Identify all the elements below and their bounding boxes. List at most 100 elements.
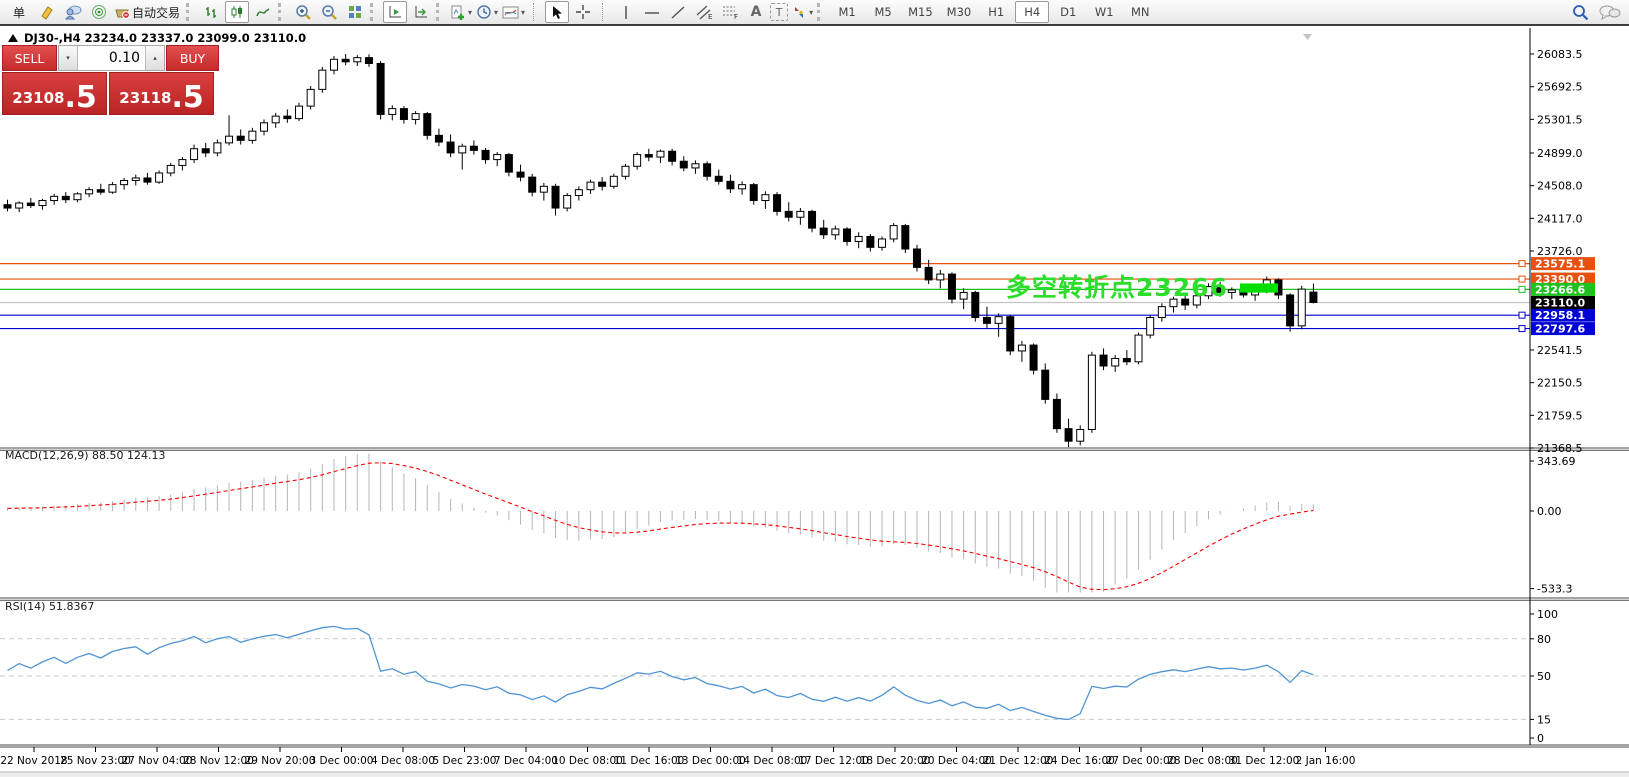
- timeframe-m1[interactable]: M1: [838, 5, 856, 19]
- chart-title-text: DJ30-,H4 23234.0 23337.0 23099.0 23110.0: [24, 31, 307, 45]
- indicators-icon: [451, 5, 465, 20]
- timeframe-bar: M1 M5 M15 M30 H1 H4 D1 W1 MN: [829, 1, 1158, 23]
- svg-text:21759.5: 21759.5: [1537, 409, 1583, 422]
- horizontal-line-icon: [645, 11, 660, 14]
- svg-text:29 Nov 20:00: 29 Nov 20:00: [245, 755, 316, 767]
- new-order-button[interactable]: 单: [12, 5, 25, 20]
- svg-text:50: 50: [1537, 670, 1551, 683]
- zoom-out-button[interactable]: [317, 1, 341, 23]
- chart-canvas[interactable]: 26083.5 25692.5 25301.5 24899.0 24508.0 24117…: [0, 28, 1629, 777]
- svg-text:24508.0: 24508.0: [1537, 180, 1583, 193]
- line-chart-icon: [256, 8, 270, 17]
- buy-button[interactable]: BUY: [166, 45, 219, 71]
- signal-icon: [92, 5, 106, 19]
- svg-text:28 Nov 12:00: 28 Nov 12:00: [183, 755, 254, 767]
- svg-text:23390.0: 23390.0: [1535, 273, 1585, 286]
- channel-button[interactable]: E: [692, 1, 716, 23]
- sell-price-button[interactable]: 23108.5: [2, 72, 107, 115]
- timeframe-w1[interactable]: W1: [1094, 5, 1114, 19]
- svg-text:23575.1: 23575.1: [1535, 258, 1585, 271]
- svg-text:26083.5: 26083.5: [1537, 48, 1583, 61]
- svg-text:7 Dec 04:00: 7 Dec 04:00: [494, 755, 558, 767]
- template-icon: [502, 6, 519, 18]
- tile-windows-button[interactable]: [343, 1, 367, 23]
- timeframe-d1[interactable]: D1: [1060, 5, 1077, 19]
- periods-dropdown-arrow: [494, 8, 498, 17]
- svg-text:24899.0: 24899.0: [1537, 147, 1583, 160]
- sell-button[interactable]: SELL: [2, 45, 57, 71]
- profile-icon[interactable]: [61, 1, 85, 23]
- zoom-in-button[interactable]: [291, 1, 315, 23]
- timeframe-m15[interactable]: M15: [908, 5, 933, 19]
- fibonacci-icon: F: [722, 6, 738, 20]
- vertical-line-button[interactable]: [614, 1, 638, 23]
- equidistant-channel-icon: E: [696, 5, 712, 20]
- arrows-tool-button[interactable]: [790, 1, 814, 23]
- chat-icon[interactable]: [1599, 4, 1621, 20]
- search-icon[interactable]: [1572, 4, 1589, 21]
- svg-text:343.69: 343.69: [1537, 455, 1576, 468]
- timeframe-h1[interactable]: H1: [988, 5, 1005, 19]
- chart-title: DJ30-,H4 23234.0 23337.0 23099.0 23110.0: [8, 31, 306, 45]
- svg-text:5 Dec 23:00: 5 Dec 23:00: [433, 755, 497, 767]
- svg-text:F: F: [734, 13, 738, 20]
- autoscroll-button[interactable]: [383, 1, 408, 23]
- svg-text:24117.0: 24117.0: [1537, 212, 1583, 225]
- timeframe-m30[interactable]: M30: [946, 5, 972, 19]
- line-chart-button[interactable]: [251, 1, 275, 23]
- svg-text:21368.5: 21368.5: [1537, 442, 1583, 455]
- label-tool-button[interactable]: T: [770, 3, 789, 21]
- chart-shift-icon: [415, 6, 428, 18]
- trendline-button[interactable]: [666, 1, 690, 23]
- horizontal-line-button[interactable]: [640, 1, 664, 23]
- svg-text:0.00: 0.00: [1537, 505, 1562, 518]
- indicators-dropdown-arrow: [468, 8, 472, 17]
- svg-text:E: E: [708, 13, 712, 20]
- crosshair-button[interactable]: [571, 1, 595, 23]
- text-tool-button[interactable]: A: [750, 4, 762, 20]
- periods-button[interactable]: [475, 1, 499, 23]
- volume-increase-button[interactable]: [145, 46, 164, 70]
- templates-dropdown-arrow: [521, 8, 525, 17]
- expand-triangle-icon[interactable]: [8, 34, 18, 42]
- volume-input[interactable]: [78, 46, 145, 70]
- timeframe-mn[interactable]: MN: [1130, 5, 1150, 19]
- zoom-out-icon: [321, 4, 337, 20]
- svg-text:25301.5: 25301.5: [1537, 113, 1583, 126]
- macd-label: MACD(12,26,9) 88.50 124.13: [5, 449, 166, 462]
- svg-text:10 Dec 08:00: 10 Dec 08:00: [552, 755, 623, 767]
- buy-price-button[interactable]: 23118.5: [109, 72, 214, 115]
- autotrading-button[interactable]: 自动交易: [113, 1, 183, 23]
- svg-text:28 Dec 08:00: 28 Dec 08:00: [1167, 755, 1238, 767]
- arrows-tool-icon: [795, 6, 804, 18]
- main-toolbar: 单 自动交易: [0, 0, 1629, 26]
- svg-text:22958.1: 22958.1: [1535, 309, 1585, 322]
- one-click-trading-panel: SELL BUY 23108.5 23118.5: [2, 45, 219, 115]
- fibonacci-button[interactable]: F: [718, 1, 742, 23]
- volume-decrease-button[interactable]: [59, 46, 78, 70]
- autotrading-icon: [115, 9, 130, 19]
- templates-button[interactable]: [501, 1, 526, 23]
- candlestick-chart-button[interactable]: [225, 1, 250, 23]
- candlestick-chart-icon: [231, 6, 243, 18]
- cursor-button[interactable]: [545, 1, 570, 23]
- autotrading-label: 自动交易: [132, 5, 181, 20]
- crayon-icon[interactable]: [35, 1, 59, 23]
- buy-price-frac: .5: [171, 80, 204, 115]
- svg-text:-533.3: -533.3: [1537, 583, 1572, 596]
- timeframe-m5[interactable]: M5: [874, 5, 892, 19]
- svg-text:22 Nov 2018: 22 Nov 2018: [0, 755, 67, 767]
- sell-price-frac: .5: [64, 80, 97, 115]
- chart-annotation-text[interactable]: 多空转折点23266: [1006, 273, 1228, 302]
- svg-text:2 Jan 16:00: 2 Jan 16:00: [1296, 755, 1356, 767]
- svg-text:22150.5: 22150.5: [1537, 377, 1583, 390]
- chart-shift-button[interactable]: [409, 1, 433, 23]
- bar-chart-icon: [206, 7, 217, 18]
- svg-text:25692.5: 25692.5: [1537, 81, 1583, 94]
- timeframe-h4[interactable]: H4: [1015, 1, 1050, 23]
- signal-icon[interactable]: [87, 1, 111, 23]
- bar-chart-button[interactable]: [199, 1, 223, 23]
- arrows-dropdown-arrow: [809, 8, 813, 17]
- indicators-button[interactable]: [449, 1, 473, 23]
